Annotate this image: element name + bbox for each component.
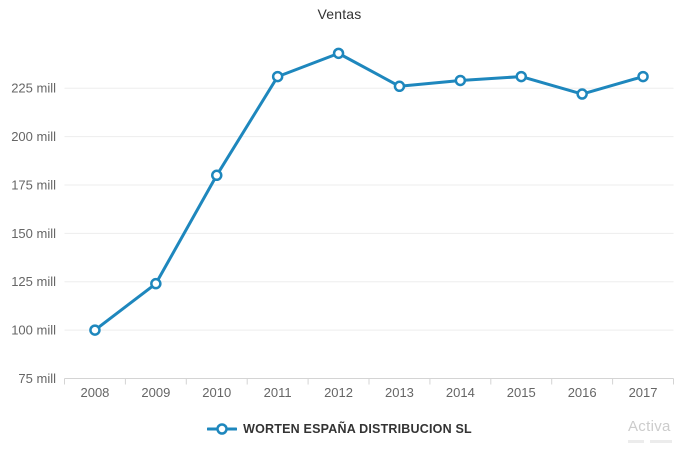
y-tick-label: 225 mill <box>11 81 56 96</box>
chart-title: Ventas <box>317 6 362 22</box>
watermark-smudge <box>628 440 679 443</box>
x-tick-label: 2013 <box>385 385 414 400</box>
x-tick-label: 2015 <box>507 385 536 400</box>
windows-activation-watermark: Activa <box>628 418 679 443</box>
y-tick-label: 175 mill <box>11 177 56 192</box>
legend-item-worten[interactable]: WORTEN ESPAÑA DISTRIBUCION SL <box>207 422 472 436</box>
x-tick-label: 2011 <box>264 385 292 400</box>
y-tick-label: 125 mill <box>11 274 56 289</box>
data-point-marker <box>150 277 162 290</box>
series-line <box>93 51 645 332</box>
x-tick-label: 2017 <box>629 385 658 400</box>
legend-label: WORTEN ESPAÑA DISTRIBUCION SL <box>243 422 472 436</box>
y-tick-label: 150 mill <box>11 226 56 241</box>
data-point-marker <box>271 70 284 83</box>
data-point-marker <box>454 74 467 87</box>
y-tick-label: 200 mill <box>11 129 56 144</box>
y-tick-label: 75 mill <box>18 371 56 386</box>
x-tick-label: 2014 <box>446 385 475 400</box>
x-tick-label: 2009 <box>141 385 170 400</box>
legend-line-marker-icon <box>207 423 238 435</box>
x-tick-label: 2008 <box>80 385 109 400</box>
x-tick-label: 2016 <box>568 385 597 400</box>
x-tick-label: 2012 <box>324 385 353 400</box>
data-point-marker <box>637 70 649 83</box>
y-tick-label: 100 mill <box>11 323 56 338</box>
data-point-marker <box>393 80 406 93</box>
data-point-marker <box>89 324 101 336</box>
data-point-marker <box>576 88 588 100</box>
data-point-marker <box>515 70 527 83</box>
legend: WORTEN ESPAÑA DISTRIBUCION SL <box>0 422 679 436</box>
data-point-marker <box>211 169 223 182</box>
watermark-text: Activa <box>628 418 671 435</box>
data-point-marker <box>332 47 345 60</box>
x-tick-label: 2010 <box>202 385 231 400</box>
